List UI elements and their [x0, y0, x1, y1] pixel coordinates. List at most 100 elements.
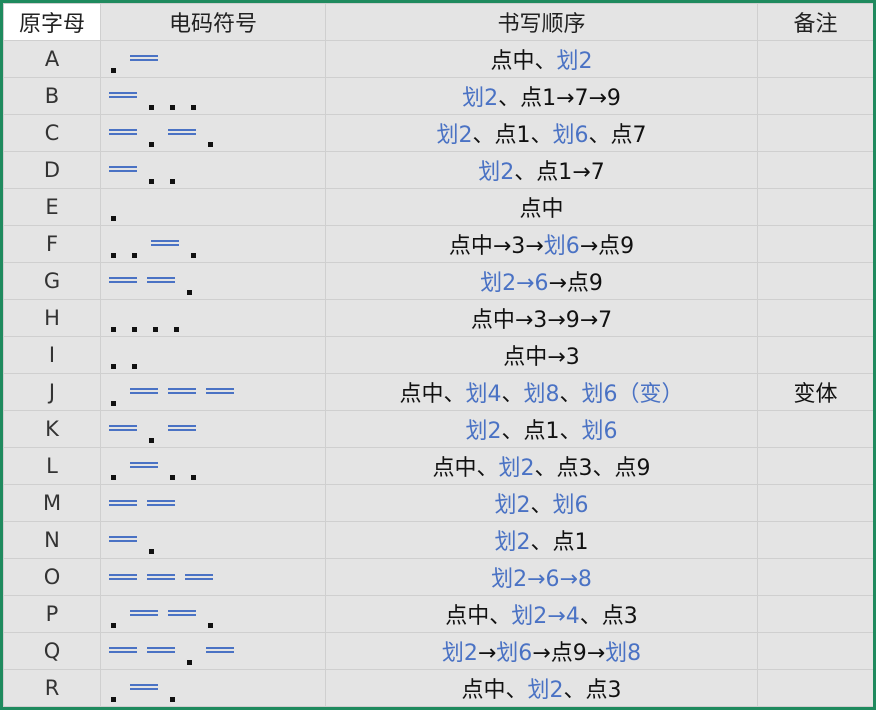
cell-note[interactable] [757, 632, 873, 670]
order-segment: 点中 [519, 197, 564, 222]
cell-order[interactable]: 划2、划6 [325, 484, 758, 522]
table-row: J 点中、划4、划8、划6（变） 变体 [3, 373, 873, 411]
cell-note[interactable] [757, 225, 873, 263]
morse-dot [170, 104, 175, 110]
cell-morse[interactable] [100, 447, 326, 485]
cell-morse[interactable] [100, 40, 326, 78]
cell-order[interactable]: 点中、划2、点3 [325, 669, 758, 707]
cell-note[interactable] [757, 484, 873, 522]
cell-note[interactable] [757, 299, 873, 337]
header-cell-note[interactable]: 备注 [757, 3, 873, 41]
cell-morse[interactable] [100, 262, 326, 300]
cell-note[interactable] [757, 151, 873, 189]
cell-letter[interactable]: H [3, 299, 101, 337]
cell-morse[interactable] [100, 373, 326, 411]
cell-morse[interactable] [100, 521, 326, 559]
cell-morse[interactable] [100, 151, 326, 189]
cell-order[interactable]: 点中→3 [325, 336, 758, 374]
cell-order[interactable]: 划2→6→8 [325, 558, 758, 596]
cell-letter[interactable]: L [3, 447, 101, 485]
cell-letter[interactable]: D [3, 151, 101, 189]
cell-note[interactable] [757, 447, 873, 485]
cell-letter[interactable]: K [3, 410, 101, 448]
cell-note[interactable] [757, 410, 873, 448]
cell-letter[interactable]: C [3, 114, 101, 152]
cell-morse[interactable] [100, 299, 326, 337]
order-segment: 划2 [527, 678, 564, 703]
cell-letter[interactable]: G [3, 262, 101, 300]
morse-dot [111, 215, 116, 221]
cell-order[interactable]: 点中、划2→4、点3 [325, 595, 758, 633]
cell-letter[interactable]: A [3, 40, 101, 78]
cell-morse[interactable] [100, 410, 326, 448]
cell-morse[interactable] [100, 77, 326, 115]
cell-order[interactable]: 划2→6→点9 [325, 262, 758, 300]
cell-note[interactable] [757, 40, 873, 78]
cell-letter[interactable]: J [3, 373, 101, 411]
order-segment: 点中、 [445, 604, 512, 629]
cell-order[interactable]: 划2→划6→点9→划8 [325, 632, 758, 670]
cell-note[interactable]: 变体 [757, 373, 873, 411]
table-row: R 点中、划2、点3 [3, 669, 873, 707]
order-segment: 点中、 [399, 382, 466, 407]
cell-order[interactable]: 划2、点1 [325, 521, 758, 559]
cell-order[interactable]: 划2、点1、划6 [325, 410, 758, 448]
cell-note[interactable] [757, 595, 873, 633]
cell-letter[interactable]: Q [3, 632, 101, 670]
cell-morse[interactable] [100, 595, 326, 633]
cell-letter[interactable]: O [3, 558, 101, 596]
morse-dash [168, 387, 196, 394]
cell-order[interactable]: 划2、点1→7→9 [325, 77, 758, 115]
morse-table: 原字母 电码符号 书写顺序 备注 A 点中、划2 B 划2、点1→7→9 C 划2、点1、… [3, 3, 873, 707]
cell-order[interactable]: 点中、划2、点3、点9 [325, 447, 758, 485]
cell-morse[interactable] [100, 114, 326, 152]
cell-note[interactable] [757, 114, 873, 152]
cell-morse[interactable] [100, 188, 326, 226]
cell-letter[interactable]: N [3, 521, 101, 559]
cell-letter[interactable]: E [3, 188, 101, 226]
cell-letter[interactable]: R [3, 669, 101, 707]
cell-letter[interactable]: I [3, 336, 101, 374]
order-segment: 划8 [523, 382, 560, 407]
order-segment: 、点1、 [501, 419, 582, 444]
cell-order[interactable]: 点中 [325, 188, 758, 226]
cell-order[interactable]: 点中、划2 [325, 40, 758, 78]
table-row: H 点中→3→9→7 [3, 299, 873, 337]
cell-note[interactable] [757, 521, 873, 559]
morse-dot [111, 400, 116, 406]
cell-morse[interactable] [100, 558, 326, 596]
order-segment: 、 [530, 493, 553, 518]
header-cell-order[interactable]: 书写顺序 [325, 3, 758, 41]
cell-note[interactable] [757, 669, 873, 707]
table-row: I 点中→3 [3, 336, 873, 374]
cell-letter[interactable]: M [3, 484, 101, 522]
order-segment: 划2 [462, 86, 499, 111]
morse-dot [111, 363, 116, 369]
cell-morse[interactable] [100, 225, 326, 263]
cell-order[interactable]: 点中、划4、划8、划6（变） [325, 373, 758, 411]
morse-dash [109, 128, 137, 135]
cell-morse[interactable] [100, 484, 326, 522]
cell-morse[interactable] [100, 632, 326, 670]
header-cell-letter[interactable]: 原字母 [3, 3, 101, 41]
cell-note[interactable] [757, 77, 873, 115]
header-cell-morse[interactable]: 电码符号 [100, 3, 326, 41]
cell-note[interactable] [757, 336, 873, 374]
cell-letter[interactable]: F [3, 225, 101, 263]
cell-letter[interactable]: P [3, 595, 101, 633]
cell-note[interactable] [757, 188, 873, 226]
cell-letter[interactable]: B [3, 77, 101, 115]
cell-order[interactable]: 点中→3→9→7 [325, 299, 758, 337]
cell-order[interactable]: 划2、点1→7 [325, 151, 758, 189]
cell-morse[interactable] [100, 669, 326, 707]
cell-morse[interactable] [100, 336, 326, 374]
order-segment: 划2 [494, 530, 531, 555]
cell-note[interactable] [757, 558, 873, 596]
order-segment: 、点3、点9 [534, 456, 651, 481]
cell-order[interactable]: 点中→3→划6→点9 [325, 225, 758, 263]
morse-dot [187, 659, 192, 665]
cell-note[interactable] [757, 262, 873, 300]
cell-order[interactable]: 划2、点1、划6、点7 [325, 114, 758, 152]
morse-dot [208, 141, 213, 147]
order-segment: →点9 [579, 234, 635, 259]
